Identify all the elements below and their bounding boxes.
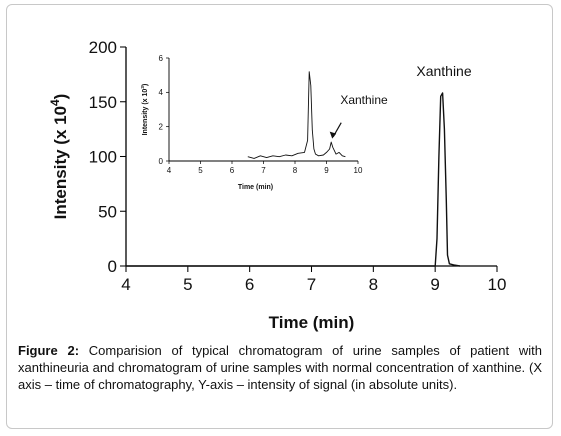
- main-x-axis-label: Time (min): [269, 313, 355, 332]
- inset-x-tick-label: 9: [324, 166, 329, 175]
- main-x-tick-label: 7: [307, 275, 316, 294]
- main-y-tick-label: 50: [98, 202, 117, 221]
- inset-y-tick-label: 0: [159, 157, 164, 166]
- inset-chart: 4 5 6 7 8 9 10 0 2 4 6 Time (min) Intensity (x 103) X…: [140, 54, 388, 191]
- inset-x-tick-label: 8: [293, 166, 298, 175]
- inset-annotation: Xanthine: [340, 93, 388, 107]
- main-x-tick-label: 10: [488, 275, 507, 294]
- inset-x-axis-label: Time (min): [238, 184, 273, 191]
- main-series-line: [126, 92, 461, 267]
- inset-x-tick-label: 7: [261, 166, 266, 175]
- inset-x-tick-label: 6: [230, 166, 235, 175]
- inset-x-tick-label: 10: [354, 166, 363, 175]
- main-y-tick-label: 100: [89, 148, 117, 167]
- main-x-tick-label: 8: [369, 275, 378, 294]
- main-annotation: Xanthine: [416, 63, 471, 79]
- inset-y-tick-label: 4: [159, 88, 164, 97]
- main-x-tick-label: 6: [245, 275, 254, 294]
- figure-caption: Figure 2: Comparision of typical chromat…: [18, 342, 542, 393]
- caption-text: Comparision of typical chromatogram of u…: [18, 343, 542, 392]
- inset-series-line: [247, 71, 346, 159]
- inset-y-tick-label: 2: [159, 123, 164, 132]
- inset-y-axis-label: Intensity (x 103): [140, 84, 149, 136]
- inset-arrow-head: [329, 131, 337, 139]
- main-y-tick-label: 0: [108, 257, 117, 276]
- main-y-axis-label: Intensity (x 104): [48, 94, 70, 220]
- main-y-tick-label: 200: [89, 38, 117, 57]
- inset-y-tick-label: 6: [159, 54, 164, 63]
- main-x-tick-label: 5: [183, 275, 192, 294]
- inset-x-tick-label: 5: [198, 166, 203, 175]
- main-x-tick-label: 9: [430, 275, 439, 294]
- caption-label: Figure 2:: [18, 343, 80, 358]
- main-x-tick-label: 4: [121, 275, 130, 294]
- figure-frame: [6, 4, 553, 429]
- main-y-tick-label: 150: [89, 93, 117, 112]
- inset-x-tick-label: 4: [167, 166, 172, 175]
